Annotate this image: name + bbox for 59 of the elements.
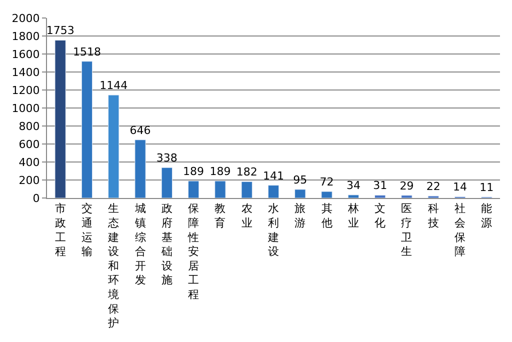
x-tick-label: 政府基础设施 xyxy=(160,202,172,287)
x-tick-label: 教育 xyxy=(214,202,226,230)
bar xyxy=(268,185,280,198)
data-label: 34 xyxy=(346,178,360,192)
category-label: 生态建设和环境保护 xyxy=(108,202,120,330)
x-tick-label: 能源 xyxy=(481,202,492,230)
y-tick-label: 200 xyxy=(18,174,40,187)
data-label: 31 xyxy=(373,179,388,192)
bar xyxy=(374,194,386,198)
x-tick-label: 社会保障 xyxy=(454,202,466,258)
y-tick-label: 1000 xyxy=(12,102,40,115)
data-label: 189 xyxy=(183,164,204,178)
data-label: 1753 xyxy=(46,24,74,38)
bar xyxy=(188,180,200,198)
bar xyxy=(81,61,93,198)
bar xyxy=(241,181,252,198)
bar xyxy=(134,140,146,198)
data-label: 141 xyxy=(263,169,284,182)
y-tick-label: 0 xyxy=(32,192,40,205)
y-tick-label: 2000 xyxy=(12,12,40,25)
data-label: 1144 xyxy=(100,79,128,92)
bar xyxy=(214,180,226,198)
x-tick-label: 保障性安居工程 xyxy=(187,202,200,301)
data-label: 189 xyxy=(210,164,231,178)
data-label: 95 xyxy=(293,173,308,186)
x-tick-label: 城镇综合开发 xyxy=(134,202,146,287)
bar xyxy=(294,189,306,198)
data-label: 338 xyxy=(156,152,178,165)
data-label: 182 xyxy=(236,166,258,179)
bar xyxy=(161,167,172,198)
data-label: 1518 xyxy=(72,45,101,58)
x-tick-label: 医疗卫生 xyxy=(401,202,412,258)
bar xyxy=(108,94,120,198)
bar xyxy=(401,195,412,198)
y-tick-label: 800 xyxy=(18,120,40,133)
data-label: 29 xyxy=(400,179,414,192)
bar xyxy=(321,191,332,198)
y-tick-label: 1800 xyxy=(12,30,40,43)
x-tick-label: 水利建设 xyxy=(267,202,279,258)
x-tick-label: 交通运输 xyxy=(81,202,92,258)
x-tick-label: 文化 xyxy=(374,202,386,230)
y-tick-label: 600 xyxy=(18,138,40,151)
data-label: 22 xyxy=(426,180,440,194)
bar xyxy=(54,40,66,198)
y-tick-label: 1200 xyxy=(12,84,40,97)
y-tick-label: 1400 xyxy=(12,66,40,79)
x-tick-label: 农业 xyxy=(241,202,252,230)
data-label: 11 xyxy=(480,181,494,194)
data-label: 646 xyxy=(130,124,151,137)
data-label: 72 xyxy=(320,176,334,189)
x-tick-label: 市政工程 xyxy=(54,202,66,258)
x-tick-label: 科技 xyxy=(426,202,439,230)
data-label: 14 xyxy=(453,180,468,194)
y-tick-label: 400 xyxy=(18,156,40,169)
y-tick-label: 1600 xyxy=(12,48,40,61)
bar xyxy=(348,194,360,198)
x-tick-label: 其他 xyxy=(321,202,332,230)
x-tick-label: 旅游 xyxy=(294,202,306,230)
x-tick-label: 林业 xyxy=(346,202,359,230)
